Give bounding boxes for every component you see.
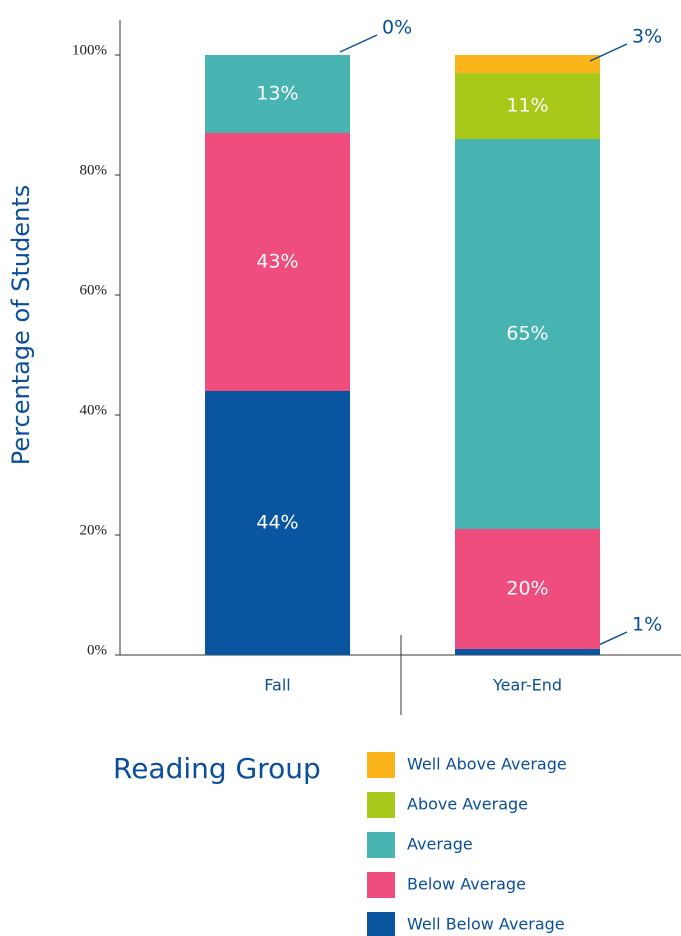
bar-segment [205,391,350,655]
data-label: 3% [632,26,662,48]
data-label: 0% [382,17,412,39]
data-label: 20% [506,578,548,600]
bar-segment [455,529,600,649]
legend-swatch [367,752,395,778]
data-label: 11% [506,95,548,117]
data-label: 1% [632,614,662,636]
data-label: 13% [256,83,298,105]
bar-segment [455,73,600,139]
legend-label: Below Average [407,875,526,894]
y-axis-label: Percentage of Students [7,185,35,465]
y-tick-label: 0% [87,642,107,658]
x-tick-label: Fall [264,676,290,695]
legend-swatch [367,912,395,936]
legend-label: Well Below Average [407,915,565,934]
leader-line [589,43,628,62]
legend-label: Average [407,835,473,854]
x-tick-label: Year-End [492,676,562,695]
legend-label: Well Above Average [407,755,567,774]
y-tick-label: 40% [80,402,108,418]
legend-swatch [367,832,395,858]
legend-swatch [367,792,395,818]
bar-segment [455,139,600,529]
legend-swatch [367,872,395,898]
bar-segment [455,55,600,73]
bar-segment [455,649,600,655]
legend-title: Reading Group [113,752,321,785]
leader-line [339,34,378,53]
data-label: 65% [506,323,548,345]
legend-label: Above Average [407,795,528,814]
y-tick-label: 60% [80,282,108,298]
data-label: 43% [256,251,298,273]
y-tick-label: 100% [72,42,107,58]
data-label: 44% [256,512,298,534]
y-tick-label: 80% [80,162,108,178]
bar-segment [205,133,350,391]
y-tick-label: 20% [80,522,108,538]
bar-segment [205,55,350,133]
